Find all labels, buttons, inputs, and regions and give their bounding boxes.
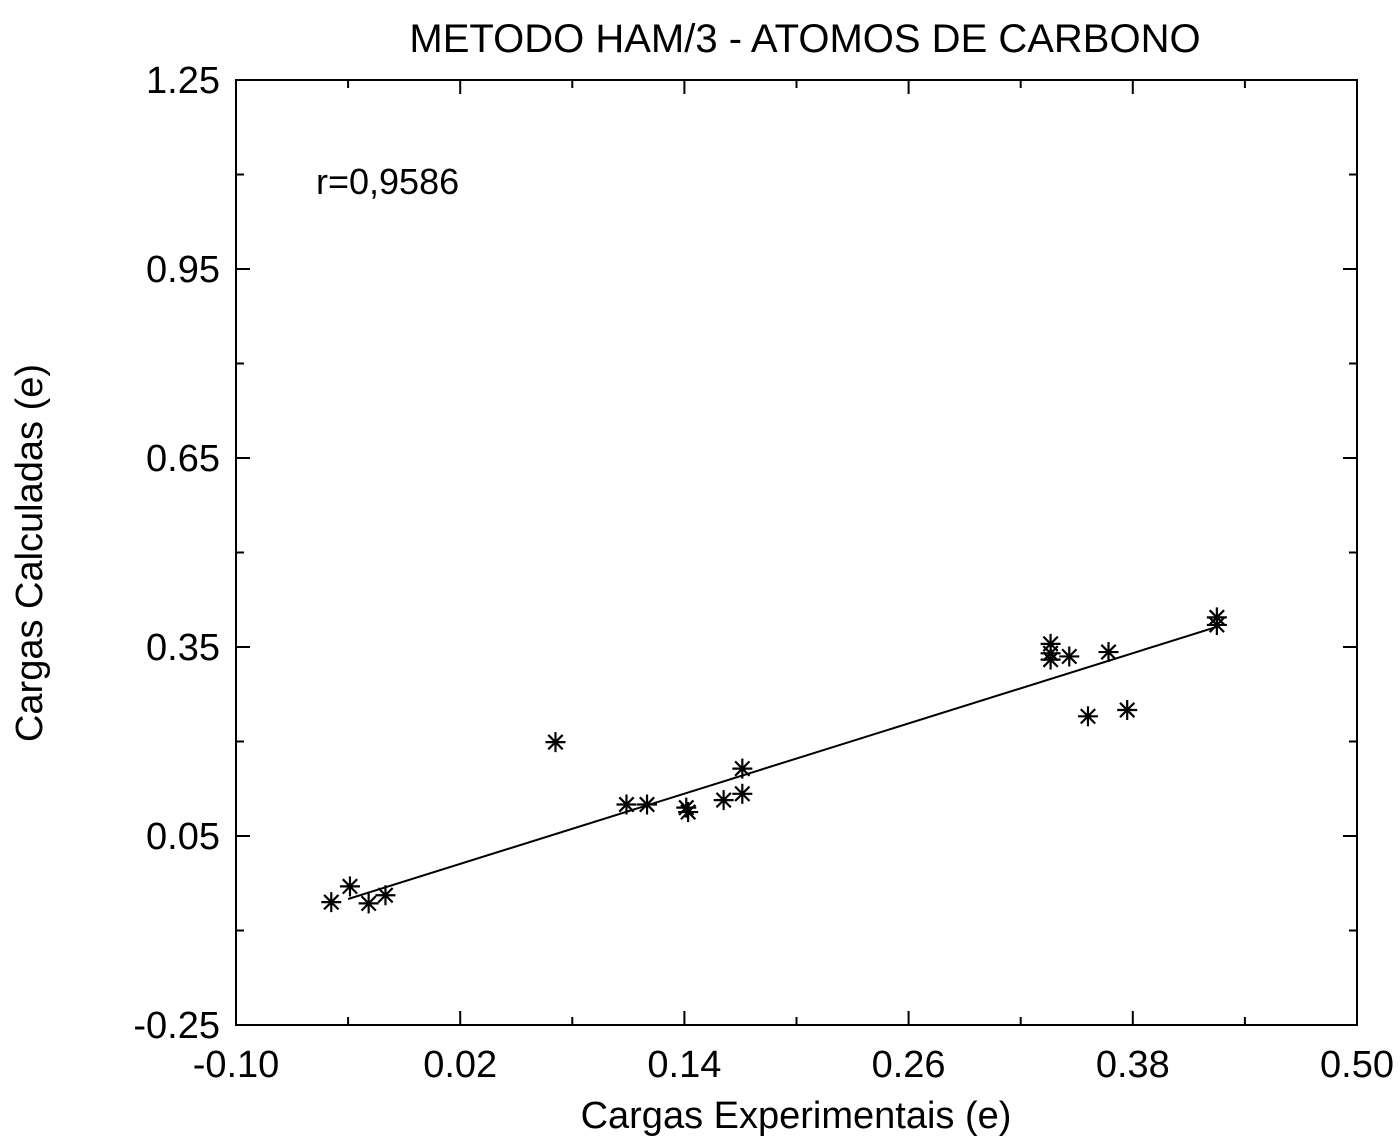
data-point	[678, 802, 699, 823]
data-point	[1077, 706, 1098, 727]
data-point	[1206, 614, 1227, 635]
regression-line	[347, 625, 1218, 900]
data-point	[616, 794, 637, 815]
y-tick-label: 0.05	[146, 816, 220, 858]
y-axis-label: Cargas Calculadas (e)	[9, 364, 51, 742]
data-point	[358, 893, 379, 914]
y-tick-label: -0.25	[133, 1005, 220, 1047]
x-tick-label: 0.26	[872, 1044, 946, 1086]
x-tick-label: 0.50	[1320, 1044, 1394, 1086]
x-tick-label: -0.10	[193, 1044, 280, 1086]
chart-title: METODO HAM/3 - ATOMOS DE CARBONO	[409, 17, 1200, 61]
data-point	[545, 732, 566, 753]
y-tick-label: 0.35	[146, 627, 220, 669]
data-point	[1098, 642, 1119, 663]
data-point	[1117, 700, 1138, 720]
y-tick-label: 1.25	[146, 60, 220, 102]
data-point	[732, 783, 753, 804]
plot-frame	[235, 79, 1358, 1026]
data-point	[637, 794, 658, 815]
x-tick-label: 0.02	[423, 1044, 497, 1086]
y-axis-ticks	[236, 79, 1357, 1026]
y-tick-label: 0.95	[146, 249, 220, 291]
data-points	[321, 607, 1227, 914]
data-point	[321, 892, 342, 913]
data-point	[713, 790, 734, 811]
data-point	[1040, 649, 1061, 670]
correlation-annotation: r=0,9586	[316, 161, 459, 202]
y-tick-label: 0.65	[146, 438, 220, 480]
data-point	[339, 876, 360, 897]
x-axis-ticks	[235, 80, 1358, 1025]
data-point	[732, 758, 753, 779]
x-axis-label: Cargas Experimentais (e)	[581, 1095, 1012, 1137]
x-axis-tick-labels: -0.10 0.02 0.14 0.26 0.38 0.50	[193, 1044, 1394, 1086]
data-point	[1059, 646, 1080, 667]
data-point	[375, 885, 396, 906]
x-tick-label: 0.14	[647, 1044, 721, 1086]
y-axis-tick-labels: -0.25 0.05 0.35 0.65 0.95 1.25	[133, 60, 220, 1047]
x-tick-label: 0.38	[1096, 1044, 1170, 1086]
